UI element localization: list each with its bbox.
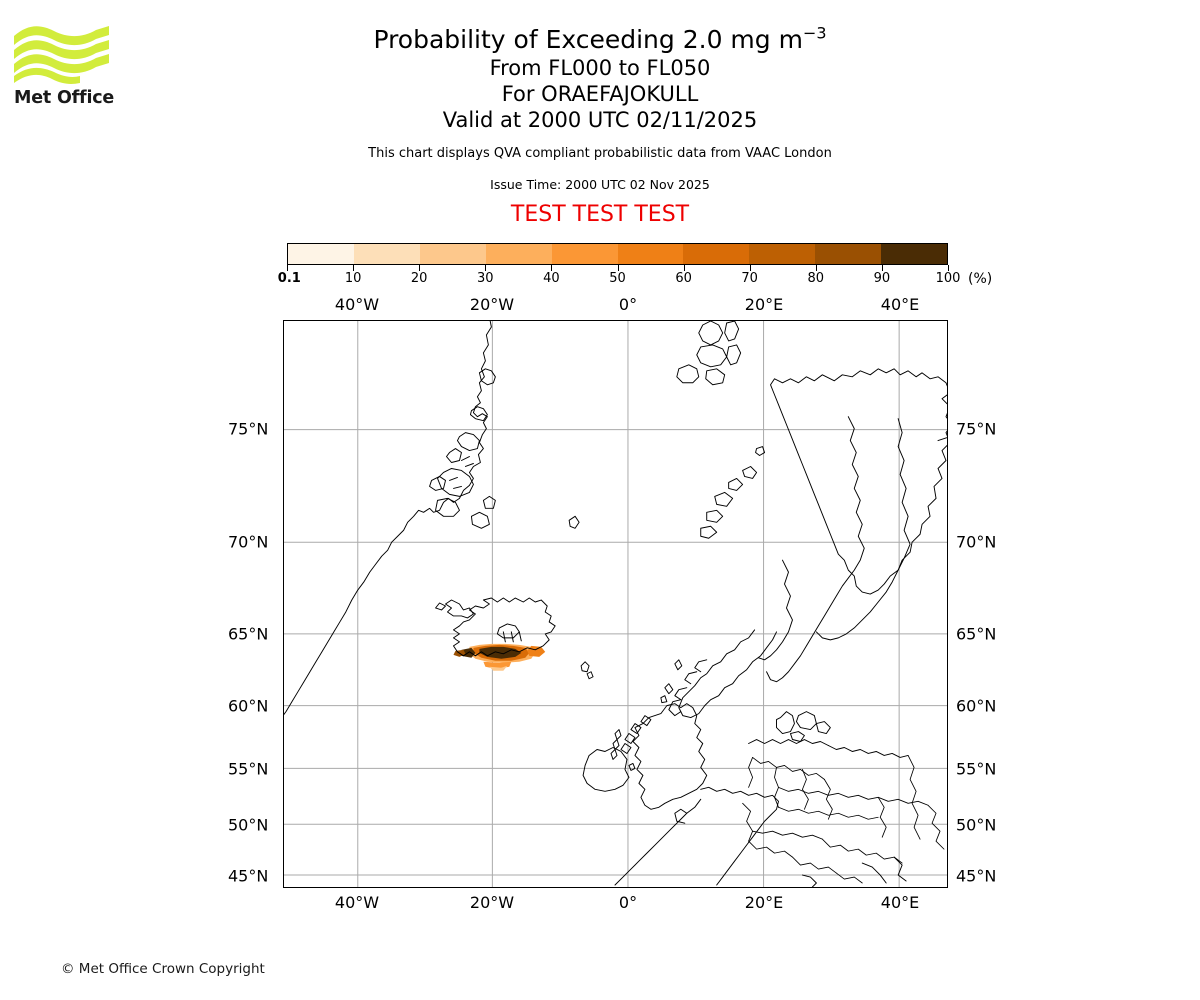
colorbar-gradient [287,243,948,265]
lon-label-top-20e: 20°E [744,295,784,314]
colorbar-segment-6 [683,244,750,264]
lon-label-bottom-40w: 40°W [334,893,380,912]
title-valid-time: Valid at 2000 UTC 02/11/2025 [442,108,758,132]
lat-label-left-70n: 70°N [228,532,269,552]
colorbar-segment-1 [353,244,420,264]
colorbar-label-90: 90 [873,271,891,286]
colorbar-segment-0 [288,244,354,264]
lat-label-left-60n: 60°N [228,696,269,716]
qva-note: This chart displays QVA compliant probab… [368,146,832,161]
chart-title-block: Probability of Exceeding 2.0 mg m−3 From… [0,24,1200,228]
lon-label-bottom-40e: 40°E [880,893,920,912]
colorbar-segment-9 [881,244,948,264]
lat-label-right-45n: 45°N [956,866,997,886]
colorbar-tick-8 [815,265,817,271]
colorbar-tick-5 [617,265,619,271]
colorbar-tick-2 [419,265,421,271]
colorbar-ticks [287,265,949,272]
lat-label-left-50n: 50°N [228,815,269,835]
map-panel[interactable] [283,320,948,888]
ash-probability-field [453,643,546,671]
title-text: Probability of Exceeding 2.0 mg m [373,25,803,54]
lat-label-right-75n: 75°N [956,419,997,439]
lat-label-right-70n: 70°N [956,532,997,552]
colorbar-segment-4 [551,244,618,264]
lon-label-bottom-20w: 20°W [469,893,515,912]
colorbar-segment-5 [617,244,684,264]
colorbar-label-100: 100 [935,271,961,286]
graticule-grid [284,321,947,887]
page-title: Probability of Exceeding 2.0 mg m−3 [0,24,1200,55]
colorbar-tick-10 [948,265,949,271]
title-volcano: For ORAEFAJOKULL [501,82,699,106]
lat-label-left-45n: 45°N [228,866,269,886]
probability-colorbar: 0.1 10 20 30 40 50 60 70 80 90 100 [278,243,960,286]
colorbar-segment-7 [749,244,816,264]
lon-label-bottom-20e: 20°E [744,893,784,912]
colorbar-segment-3 [485,244,552,264]
lat-label-right-55n: 55°N [956,759,997,779]
lat-label-left-75n: 75°N [228,419,269,439]
lat-label-left-65n: 65°N [228,624,269,644]
colorbar-tick-7 [749,265,751,271]
title-flight-levels: From FL000 to FL050 [489,56,711,80]
colorbar-unit-label: (%) [968,271,993,287]
colorbar-tick-0 [287,265,288,271]
test-banner: TEST TEST TEST [510,202,690,227]
colorbar-label-0.1: 0.1 [277,271,301,286]
colorbar-label-20: 20 [410,271,428,286]
issue-time: Issue Time: 2000 UTC 02 Nov 2025 [490,177,710,192]
lon-label-top-40e: 40°E [880,295,920,314]
colorbar-label-30: 30 [477,271,494,286]
lon-label-top-0: 0° [618,295,638,314]
colorbar-tick-3 [485,265,487,271]
met-office-wave-icon [14,26,109,84]
met-office-wordmark: Met Office [14,88,115,108]
copyright-notice: © Met Office Crown Copyright [61,961,265,977]
colorbar-tick-1 [353,265,355,271]
map-canvas [284,321,947,887]
lat-label-left-55n: 55°N [228,759,269,779]
lat-label-right-50n: 50°N [956,815,997,835]
colorbar-tick-labels: 0.1 10 20 30 40 50 60 70 80 90 100 [278,271,961,289]
colorbar-label-10: 10 [344,271,362,286]
colorbar-label-40: 40 [543,271,560,286]
colorbar-label-60: 60 [675,271,692,286]
met-office-logo: Met Office [14,26,144,116]
title-exponent: −3 [802,23,827,43]
colorbar-segment-2 [419,244,486,264]
lon-label-top-40w: 40°W [334,295,380,314]
coastlines-layer [284,321,947,887]
colorbar-label-80: 80 [807,271,825,286]
colorbar-label-50: 50 [609,271,626,286]
colorbar-tick-6 [683,265,685,271]
colorbar-segment-8 [815,244,882,264]
lat-label-right-65n: 65°N [956,624,997,644]
lon-label-top-20w: 20°W [469,295,515,314]
colorbar-tick-4 [551,265,553,271]
colorbar-label-70: 70 [741,271,758,286]
lon-label-bottom-0: 0° [618,893,638,912]
colorbar-tick-9 [881,265,883,271]
lat-label-right-60n: 60°N [956,696,997,716]
